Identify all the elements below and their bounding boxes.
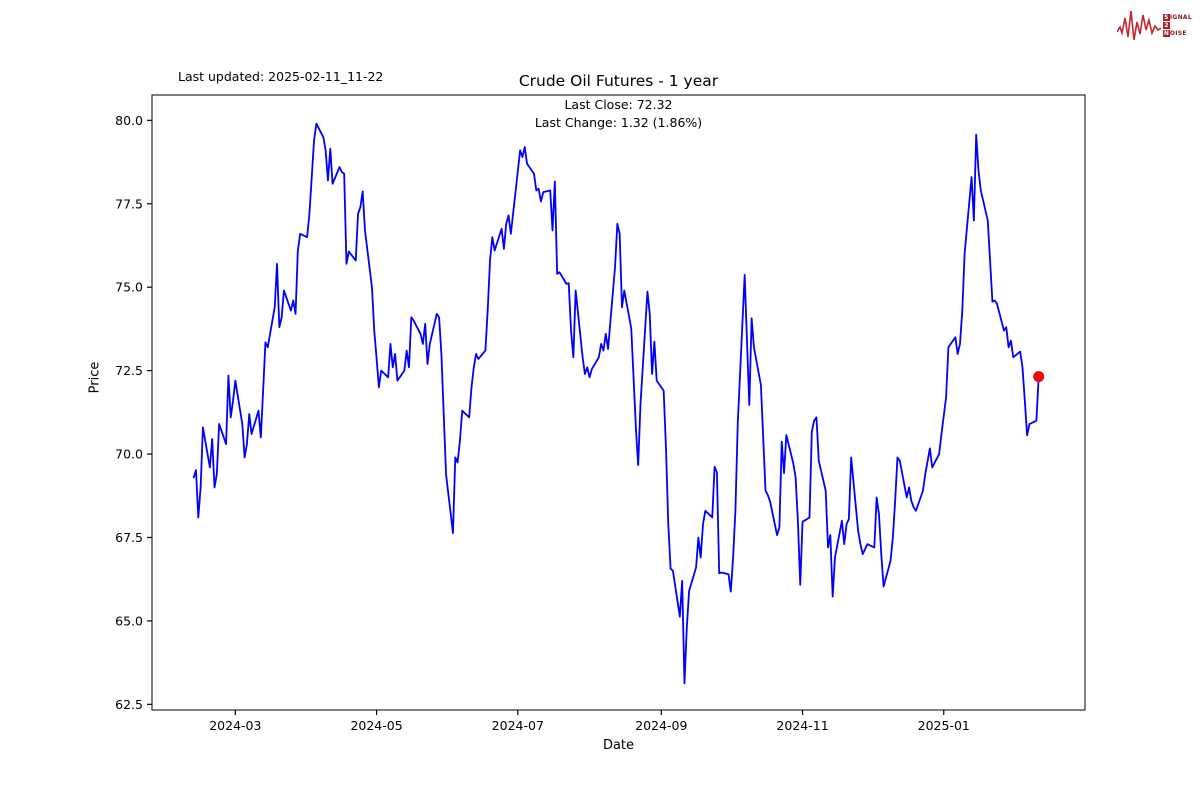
y-tick-label: 70.0 (115, 447, 143, 462)
x-tick-label: 2025-01 (918, 718, 970, 733)
y-tick-label: 77.5 (115, 196, 143, 211)
logo-row-2: 2 (1162, 21, 1192, 29)
logo-text: S IGNAL 2 N OISE (1162, 13, 1192, 37)
logo-letterbox-n: N (1162, 29, 1170, 37)
logo-row-signal: S IGNAL (1162, 13, 1192, 21)
last-close-marker (1033, 371, 1045, 383)
axes-frame (151, 94, 1086, 711)
x-tick-label: 2024-09 (635, 718, 687, 733)
price-line (192, 122, 1040, 685)
x-tick-label: 2024-11 (776, 718, 828, 733)
logo-letterbox-2: 2 (1162, 21, 1170, 29)
y-tick-label: 80.0 (115, 113, 143, 128)
last-close-annotation: Last Close: 72.32 (564, 97, 673, 112)
x-tick-label: 2024-03 (209, 718, 261, 733)
y-tick-label: 62.5 (115, 697, 143, 712)
y-tick-label: 72.5 (115, 363, 143, 378)
logo-row-noise: N OISE (1162, 29, 1192, 37)
logo-letterbox-s: S (1162, 13, 1170, 21)
chart-title: Crude Oil Futures - 1 year (518, 72, 719, 90)
last-change-annotation: Last Change: 1.32 (1.86%) (534, 115, 703, 130)
logo-word-noise: OISE (1169, 29, 1187, 37)
logo-word-signal: IGNAL (1169, 13, 1192, 21)
ekg-waveform-icon (1116, 10, 1161, 41)
x-tick-label: 2024-07 (492, 718, 544, 733)
x-axis-label: Date (602, 738, 635, 753)
x-tick-label: 2024-05 (350, 718, 402, 733)
y-tick-label: 65.0 (115, 613, 143, 628)
signal2noise-logo: S IGNAL 2 N OISE (1116, 6, 1192, 44)
y-tick-label: 75.0 (115, 280, 143, 295)
last-updated-text: Last updated: 2025-02-11_11-22 (178, 69, 384, 84)
y-tick-label: 67.5 (115, 530, 143, 545)
